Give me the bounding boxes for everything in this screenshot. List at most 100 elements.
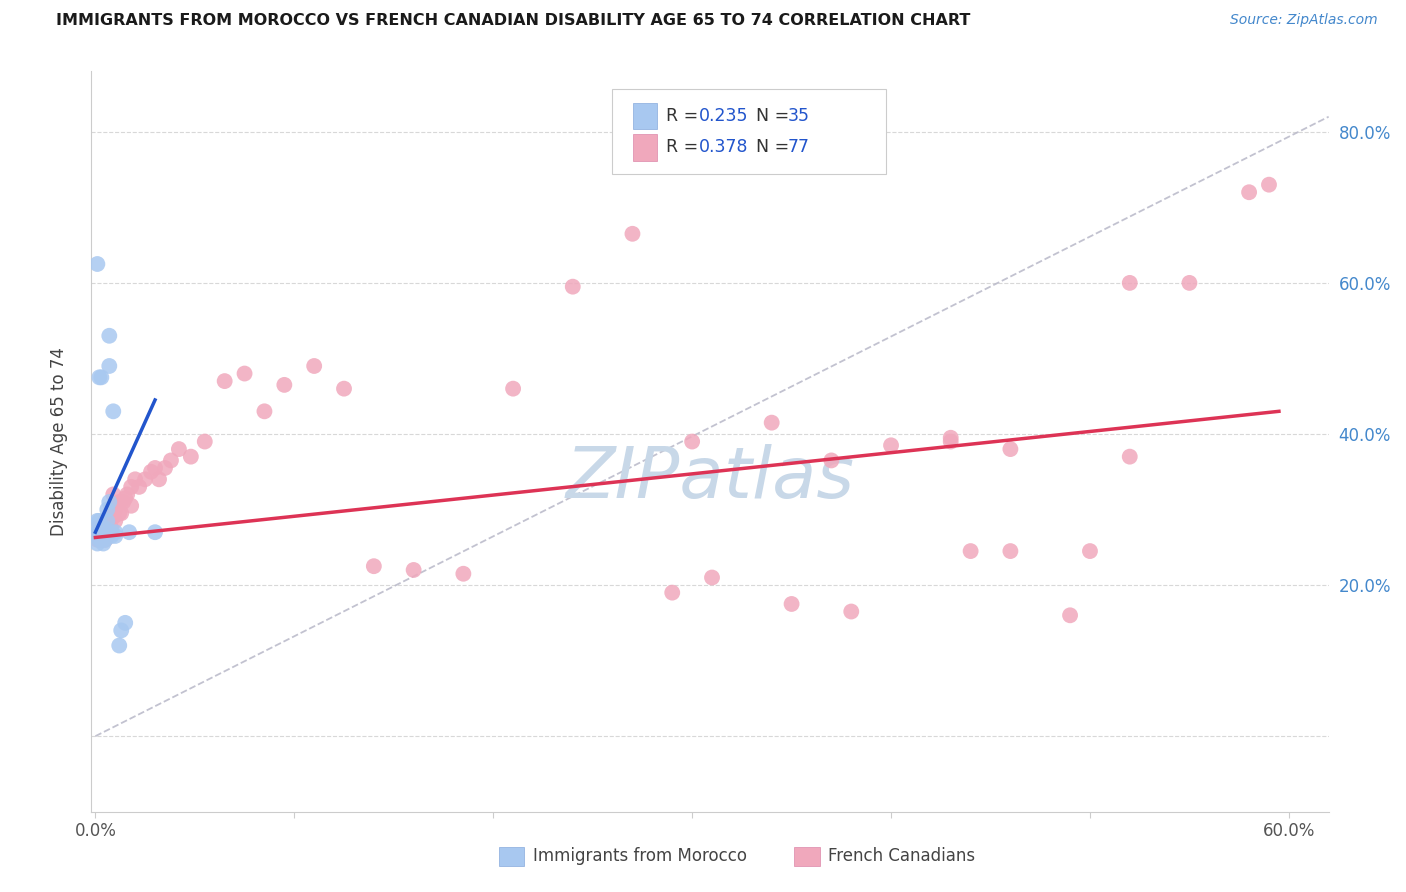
Point — [98, 328, 121, 343]
Point — [363, 559, 385, 574]
Point — [86, 533, 108, 547]
Point — [94, 533, 117, 547]
Point — [91, 536, 114, 550]
Point — [104, 514, 127, 528]
Text: Source: ZipAtlas.com: Source: ZipAtlas.com — [1230, 13, 1378, 28]
Point — [167, 442, 190, 456]
Point — [98, 525, 121, 540]
Point — [959, 544, 981, 558]
Point — [180, 450, 202, 464]
Text: Immigrants from Morocco: Immigrants from Morocco — [533, 847, 747, 865]
Point — [114, 615, 136, 630]
Point — [120, 480, 142, 494]
Point — [233, 367, 256, 381]
Text: N =: N = — [756, 107, 796, 125]
Point — [1119, 450, 1142, 464]
Point — [820, 453, 842, 467]
Point — [780, 597, 803, 611]
Point — [108, 495, 131, 509]
Point — [1000, 442, 1022, 456]
Y-axis label: Disability Age 65 to 74: Disability Age 65 to 74 — [49, 347, 67, 536]
Point — [112, 495, 135, 509]
Point — [134, 472, 156, 486]
Point — [90, 529, 112, 543]
Point — [100, 502, 122, 516]
Text: 35: 35 — [787, 107, 810, 125]
Point — [120, 499, 142, 513]
Text: 0.235: 0.235 — [699, 107, 748, 125]
Point — [160, 453, 183, 467]
Point — [94, 525, 117, 540]
Point — [86, 521, 108, 535]
Point — [90, 533, 112, 547]
Point — [94, 514, 117, 528]
Point — [91, 529, 114, 543]
Point — [90, 525, 112, 540]
Point — [110, 506, 132, 520]
Point — [1258, 178, 1281, 192]
Point — [89, 370, 111, 384]
Text: ZIPatlas: ZIPatlas — [565, 444, 855, 513]
Text: French Canadians: French Canadians — [828, 847, 976, 865]
Point — [103, 404, 125, 418]
Point — [1059, 608, 1081, 623]
Point — [143, 525, 166, 540]
Point — [90, 370, 112, 384]
Point — [91, 521, 114, 535]
Point — [89, 521, 111, 535]
Point — [115, 487, 138, 501]
Point — [89, 533, 111, 547]
Point — [86, 514, 108, 528]
Point — [110, 624, 132, 638]
Point — [98, 359, 121, 373]
Point — [89, 533, 111, 547]
Point — [153, 461, 176, 475]
Text: N =: N = — [756, 138, 796, 156]
Text: R =: R = — [666, 138, 704, 156]
Point — [621, 227, 644, 241]
Point — [103, 487, 125, 501]
Point — [90, 529, 112, 543]
Point — [148, 472, 170, 486]
Point — [214, 374, 236, 388]
Point — [194, 434, 217, 449]
Text: 0.378: 0.378 — [699, 138, 748, 156]
Point — [700, 570, 723, 584]
Point — [91, 533, 114, 547]
Point — [100, 529, 122, 543]
Text: R =: R = — [666, 107, 704, 125]
Point — [89, 521, 111, 535]
Point — [89, 529, 111, 543]
Point — [104, 525, 127, 540]
Point — [939, 431, 962, 445]
Point — [94, 525, 117, 540]
Point — [124, 472, 146, 486]
Point — [128, 480, 150, 494]
Point — [253, 404, 276, 418]
Point — [104, 529, 127, 543]
Point — [761, 416, 783, 430]
Point — [502, 382, 524, 396]
Text: 77: 77 — [787, 138, 810, 156]
Point — [1178, 276, 1201, 290]
Point — [103, 510, 125, 524]
Point — [90, 525, 112, 540]
Point — [333, 382, 356, 396]
Point — [98, 495, 121, 509]
Point — [94, 533, 117, 547]
Point — [86, 536, 108, 550]
Point — [118, 525, 141, 540]
Point — [86, 525, 108, 540]
Point — [96, 521, 118, 535]
Point — [91, 525, 114, 540]
Point — [108, 506, 131, 520]
Point — [561, 279, 583, 293]
Point — [90, 521, 112, 535]
Point — [86, 257, 108, 271]
Point — [108, 639, 131, 653]
Point — [90, 533, 112, 547]
Point — [681, 434, 703, 449]
Point — [91, 525, 114, 540]
Point — [139, 465, 162, 479]
Point — [273, 377, 295, 392]
